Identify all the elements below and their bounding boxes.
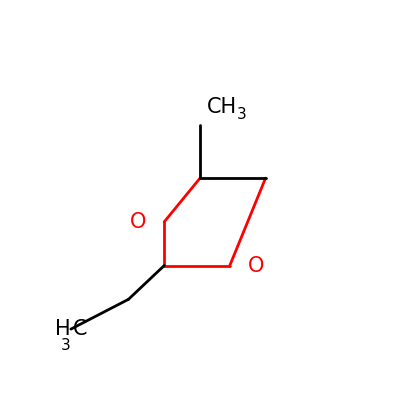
Circle shape [123,207,154,237]
Text: 3: 3 [61,338,71,353]
Text: O: O [130,212,147,232]
Text: 3: 3 [237,107,247,122]
Circle shape [240,250,271,281]
Text: O: O [248,256,264,276]
Text: CH: CH [207,97,237,117]
Text: C: C [73,319,87,339]
Text: H: H [55,319,71,339]
